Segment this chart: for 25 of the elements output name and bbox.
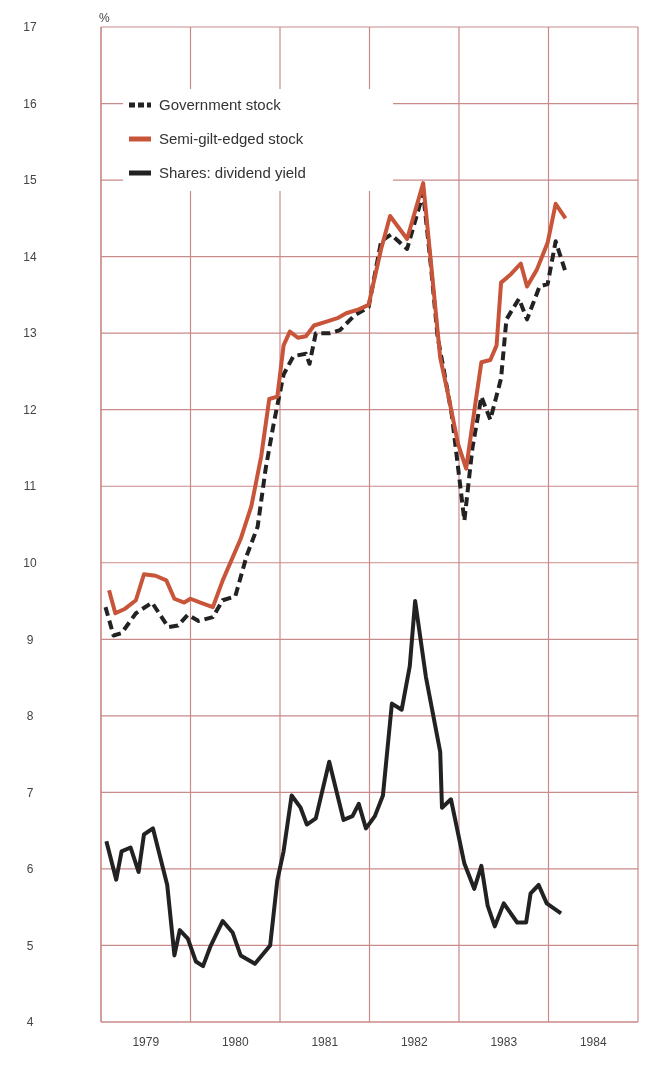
y-tick-label: 13 — [23, 326, 37, 341]
y-tick-label: 10 — [23, 555, 37, 570]
y-tick-label: 6 — [26, 862, 34, 877]
x-tick-label: 1983 — [490, 1035, 518, 1049]
x-tick-label: 1982 — [400, 1035, 428, 1049]
y-tick-label: 9 — [26, 632, 34, 647]
y-tick-label: 17 — [23, 20, 37, 35]
y-tick-label: 8 — [26, 709, 34, 724]
y-axis-title: % — [99, 11, 110, 25]
y-tick-label: 12 — [23, 402, 37, 417]
legend-label: Government stock — [159, 96, 282, 114]
y-tick-label: 11 — [23, 479, 37, 494]
line-series — [104, 599, 564, 969]
legend-label: Shares: dividend yield — [159, 164, 306, 182]
y-tick-label: 16 — [23, 96, 37, 111]
y-tick-label: 5 — [26, 938, 34, 953]
x-tick-label: 1980 — [221, 1035, 249, 1049]
y-tick-label: 7 — [26, 785, 34, 800]
x-tick-label: 1979 — [132, 1035, 160, 1049]
x-tick-label: 1984 — [579, 1035, 607, 1049]
legend-label: Semi-gilt-edged stock — [159, 130, 304, 148]
y-tick-label: 15 — [23, 173, 37, 188]
y-tick-label: 4 — [26, 1015, 34, 1030]
x-tick-label: 1981 — [311, 1035, 339, 1049]
y-tick-label: 14 — [23, 249, 37, 264]
